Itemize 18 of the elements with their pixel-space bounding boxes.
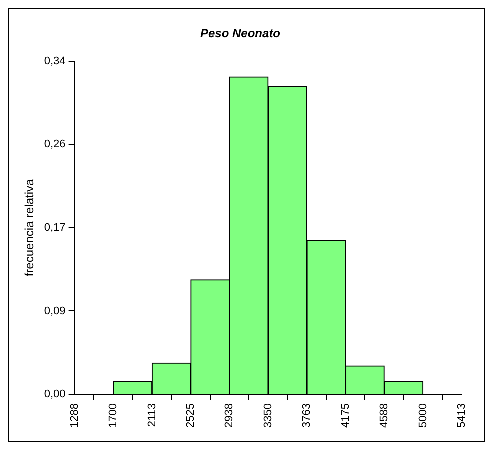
- x-tick-label: 5413: [456, 404, 468, 428]
- x-tick-label: 2113: [146, 404, 158, 428]
- x-tick-label: 2525: [185, 404, 197, 428]
- y-tick-label: 0,00: [44, 388, 66, 401]
- x-tick-label: 3350: [262, 404, 274, 428]
- x-tick-label: 5000: [417, 404, 430, 428]
- x-tick-label: 1700: [108, 404, 120, 428]
- x-tick-label: 2938: [224, 404, 236, 428]
- x-tick-label: 4588: [378, 404, 391, 428]
- y-tick-label: 0,09: [44, 305, 66, 318]
- y-tick-label: 0,17: [44, 222, 66, 234]
- y-tick-label: 0,26: [44, 138, 66, 151]
- x-tick-label: 3763: [301, 404, 314, 428]
- y-tick-label: 0,34: [44, 55, 66, 68]
- x-tick-label: 4175: [340, 404, 352, 428]
- chart-title: Peso Neonato: [200, 26, 281, 41]
- x-tick-label: 1288: [68, 404, 81, 428]
- y-axis-title: frecuencia relativa: [22, 178, 37, 277]
